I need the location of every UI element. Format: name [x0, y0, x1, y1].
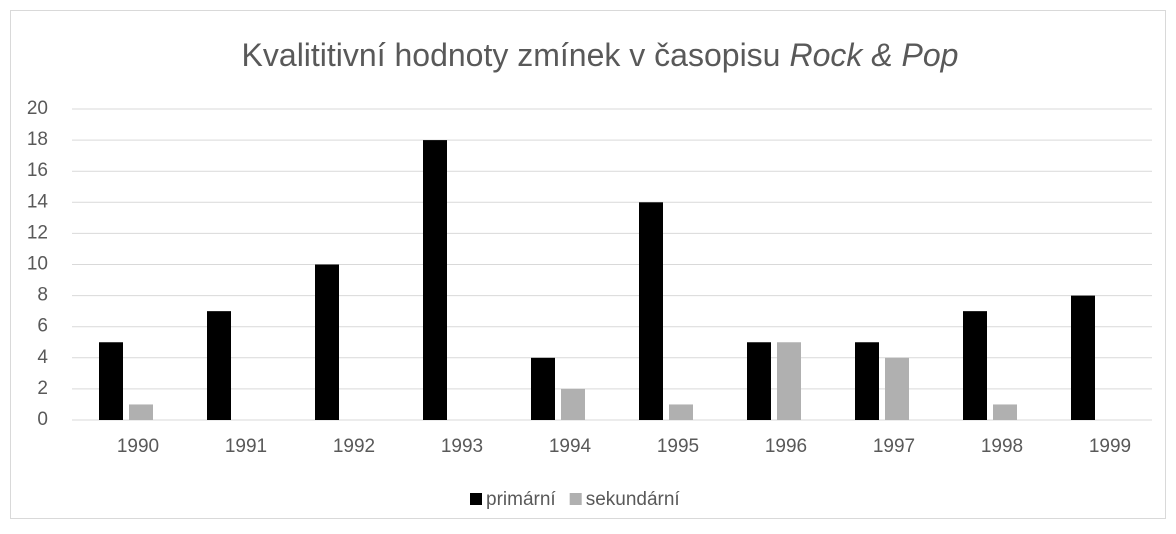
- y-tick-label: 10: [27, 254, 48, 275]
- chart-title: Kvalititivní hodnoty zmínek v časopisu Ro…: [242, 37, 959, 73]
- bar: [669, 404, 693, 420]
- y-tick-label: 16: [27, 160, 48, 181]
- bar: [531, 357, 555, 420]
- x-tick-label: 1997: [873, 436, 915, 457]
- x-tick-label: 1994: [549, 436, 592, 457]
- y-tick-label: 4: [37, 347, 48, 368]
- x-tick-label: 1996: [765, 436, 807, 457]
- bar: [423, 140, 447, 420]
- bar: [747, 342, 771, 420]
- bar: [963, 311, 987, 420]
- title-emphasis: Rock & Pop: [789, 37, 958, 73]
- y-tick-label: 12: [27, 222, 48, 243]
- y-tick-label: 8: [37, 285, 48, 306]
- bar: [207, 311, 231, 420]
- y-tick-label: 18: [27, 129, 48, 150]
- y-tick-label: 2: [37, 378, 48, 399]
- legend-swatch: [470, 493, 482, 505]
- legend-label: primární: [486, 489, 556, 510]
- bar: [993, 404, 1017, 420]
- x-tick-label: 1993: [441, 436, 483, 457]
- y-tick-label: 0: [37, 409, 48, 430]
- bar: [1071, 295, 1095, 420]
- x-tick-label: 1999: [1089, 436, 1131, 457]
- legend-label: sekundární: [586, 489, 681, 510]
- x-tick-label: 1995: [657, 436, 699, 457]
- title-main: Kvalititivní hodnoty zmínek v časopisu: [242, 37, 781, 73]
- bar: [315, 264, 339, 420]
- y-tick-label: 14: [27, 191, 49, 212]
- x-tick-label: 1990: [117, 436, 159, 457]
- bar: [99, 342, 123, 420]
- y-tick-label: 20: [27, 98, 48, 119]
- bar: [639, 202, 663, 420]
- bar: [885, 357, 909, 420]
- x-tick-label: 1992: [333, 436, 375, 457]
- x-tick-label: 1998: [981, 436, 1023, 457]
- bar: [855, 342, 879, 420]
- y-tick-label: 6: [37, 316, 48, 337]
- legend-swatch: [569, 493, 582, 505]
- bar: [561, 388, 585, 420]
- x-tick-label: 1991: [225, 436, 267, 457]
- bar: [129, 404, 153, 420]
- bar: [777, 342, 801, 420]
